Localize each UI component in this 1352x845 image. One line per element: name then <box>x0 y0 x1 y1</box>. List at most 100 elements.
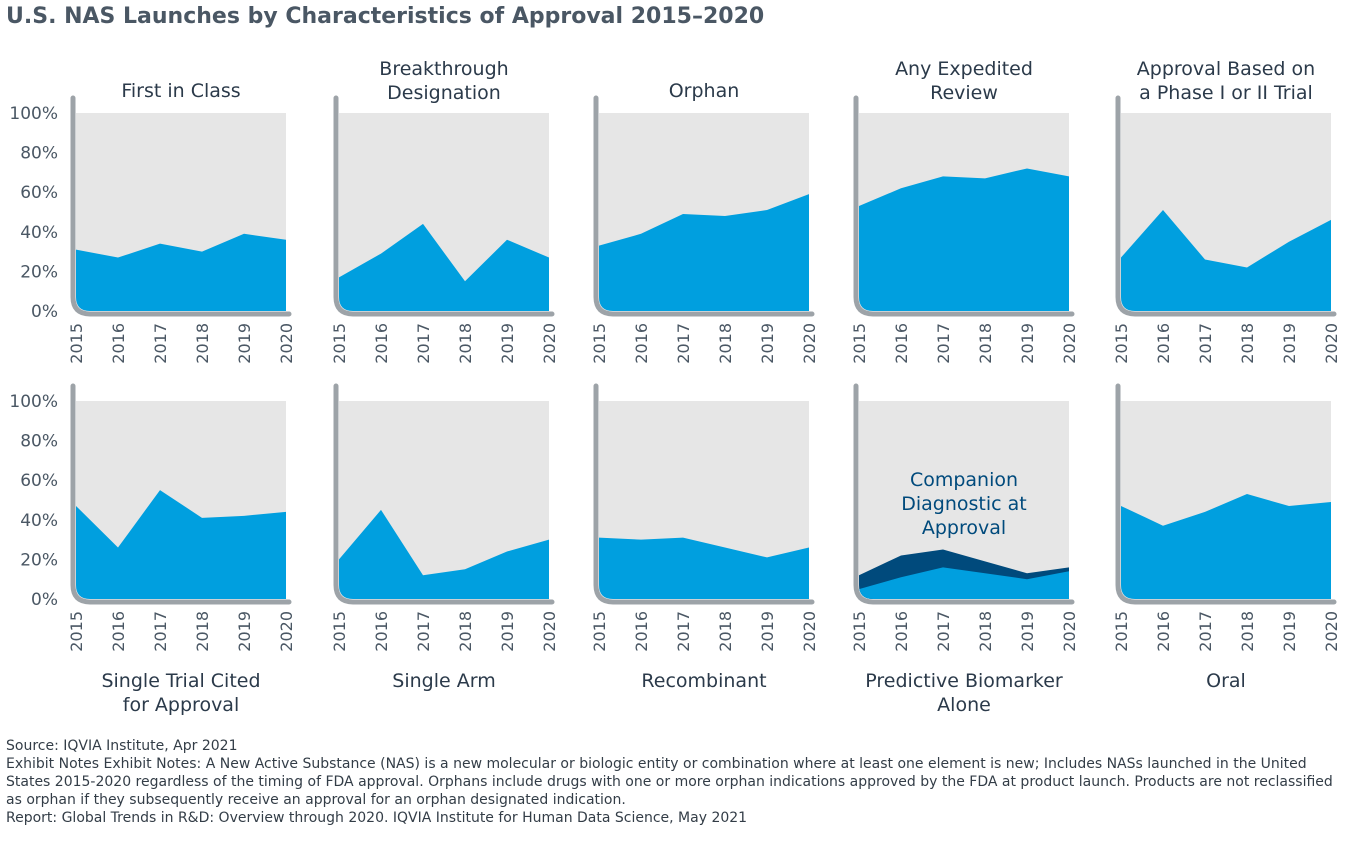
panel-title: Breakthrough <box>379 58 508 80</box>
x-tick-label: 2015 <box>850 323 869 364</box>
x-tick-label: 2017 <box>151 611 170 652</box>
x-tick-label: 2019 <box>758 611 777 652</box>
footer: Source: IQVIA Institute, Apr 2021 Exhibi… <box>6 737 1348 827</box>
axis-line <box>853 95 1075 317</box>
x-tick-label: 2018 <box>193 611 212 652</box>
x-tick-label: 2016 <box>632 323 651 364</box>
panel-title: Alone <box>937 694 991 716</box>
x-tick-label: 2019 <box>1018 611 1037 652</box>
panel-title: Approval Based on <box>1137 58 1315 80</box>
x-tick-label: 2019 <box>758 323 777 364</box>
x-tick-label: 2018 <box>1238 323 1257 364</box>
panel-title: Oral <box>1206 670 1246 692</box>
x-tick-label: 2018 <box>456 611 475 652</box>
x-tick-label: 2020 <box>277 323 296 364</box>
x-tick-label: 2016 <box>892 611 911 652</box>
panel-title: Review <box>930 82 998 104</box>
x-tick-label: 2017 <box>1196 611 1215 652</box>
area-series-1 <box>599 194 809 311</box>
page-title: U.S. NAS Launches by Characteristics of … <box>6 4 765 29</box>
axis-line <box>70 95 292 317</box>
x-tick-label: 2016 <box>372 611 391 652</box>
panel-title: Designation <box>387 82 501 104</box>
footer-report: Report: Global Trends in R&D: Overview t… <box>6 810 748 826</box>
axis-line <box>333 95 555 317</box>
axis-line <box>70 383 292 605</box>
x-tick-label: 2015 <box>590 611 609 652</box>
x-tick-label: 2018 <box>976 611 995 652</box>
footer-notes: Exhibit Notes Exhibit Notes: A New Activ… <box>6 756 1333 808</box>
x-tick-label: 2019 <box>235 323 254 364</box>
y-tick-label: 20% <box>20 262 58 282</box>
x-tick-label: 2019 <box>498 323 517 364</box>
panel-9: 2015 2016 2017 2018 2019 2020 Predictive Bioma… <box>850 383 1079 716</box>
area-series-1 <box>76 490 286 599</box>
panel-title: Single Trial Cited <box>101 670 260 692</box>
x-tick-label: 2020 <box>1322 611 1341 652</box>
x-tick-label: 2020 <box>800 323 819 364</box>
x-tick-label: 2016 <box>109 611 128 652</box>
y-tick-label: 100% <box>9 392 58 412</box>
y-tick-label: 0% <box>31 302 58 322</box>
panel-6: 0% 20% 40% 60% 80% 100% 2015 2016 2017 2018 2019 20… <box>9 383 296 716</box>
x-tick-label: 2020 <box>540 323 559 364</box>
y-tick-label: 100% <box>9 104 58 124</box>
x-tick-label: 2015 <box>330 611 349 652</box>
y-tick-label: 80% <box>20 144 58 164</box>
x-tick-label: 2016 <box>632 611 651 652</box>
x-tick-label: 2019 <box>498 611 517 652</box>
y-tick-label: 80% <box>20 432 58 452</box>
panel-title: Recombinant <box>641 670 766 692</box>
y-tick-label: 40% <box>20 511 58 531</box>
x-tick-label: 2016 <box>372 323 391 364</box>
x-tick-label: 2020 <box>1060 323 1079 364</box>
x-tick-label: 2016 <box>1154 611 1173 652</box>
small-multiples-chart: 0% 20% 40% 60% 80% 100% 2015 2016 2017 2018 2019 20… <box>9 58 1341 716</box>
x-tick-label: 2018 <box>1238 611 1257 652</box>
y-tick-label: 0% <box>31 590 58 610</box>
y-tick-label: 60% <box>20 183 58 203</box>
area-series-1 <box>1121 494 1331 599</box>
x-tick-label: 2015 <box>1112 323 1131 364</box>
panel-title: Any Expedited <box>895 58 1033 80</box>
panel-title: Predictive Biomarker <box>865 670 1063 692</box>
x-tick-label: 2018 <box>716 323 735 364</box>
series-annotation: Approval <box>922 517 1006 539</box>
x-tick-label: 2015 <box>67 323 86 364</box>
panel-title: a Phase I or II Trial <box>1139 82 1313 104</box>
area-series-1 <box>339 223 549 311</box>
x-tick-label: 2015 <box>850 611 869 652</box>
panel-5: 2015 2016 2017 2018 2019 2020 Approval Based o… <box>1112 58 1341 364</box>
y-tick-label: 20% <box>20 550 58 570</box>
axis-line <box>593 95 815 317</box>
x-tick-label: 2017 <box>414 323 433 364</box>
x-tick-label: 2015 <box>67 611 86 652</box>
x-tick-label: 2017 <box>934 323 953 364</box>
footer-source: Source: IQVIA Institute, Apr 2021 <box>6 738 238 754</box>
y-tick-label: 60% <box>20 471 58 491</box>
panel-title: Single Arm <box>392 670 495 692</box>
x-tick-label: 2017 <box>1196 323 1215 364</box>
x-tick-label: 2016 <box>1154 323 1173 364</box>
area-series-1 <box>859 168 1069 311</box>
x-tick-label: 2018 <box>976 323 995 364</box>
x-tick-label: 2019 <box>1280 323 1299 364</box>
panel-7: 2015 2016 2017 2018 2019 2020 Single Arm <box>330 383 559 692</box>
x-tick-label: 2015 <box>1112 611 1131 652</box>
x-tick-label: 2018 <box>193 323 212 364</box>
x-tick-label: 2017 <box>674 323 693 364</box>
series-annotation: Diagnostic at <box>901 493 1027 515</box>
x-tick-label: 2017 <box>674 611 693 652</box>
axis-line <box>853 383 1075 605</box>
axis-line <box>593 383 815 605</box>
x-tick-label: 2017 <box>151 323 170 364</box>
axis-line <box>333 383 555 605</box>
x-tick-label: 2020 <box>1060 611 1079 652</box>
series-annotation: Companion <box>910 469 1018 491</box>
x-tick-label: 2019 <box>235 611 254 652</box>
panel-title: First in Class <box>121 80 240 102</box>
x-tick-label: 2016 <box>109 323 128 364</box>
axis-line <box>1115 95 1337 317</box>
area-series-1 <box>859 567 1069 599</box>
area-series-1 <box>599 537 809 599</box>
